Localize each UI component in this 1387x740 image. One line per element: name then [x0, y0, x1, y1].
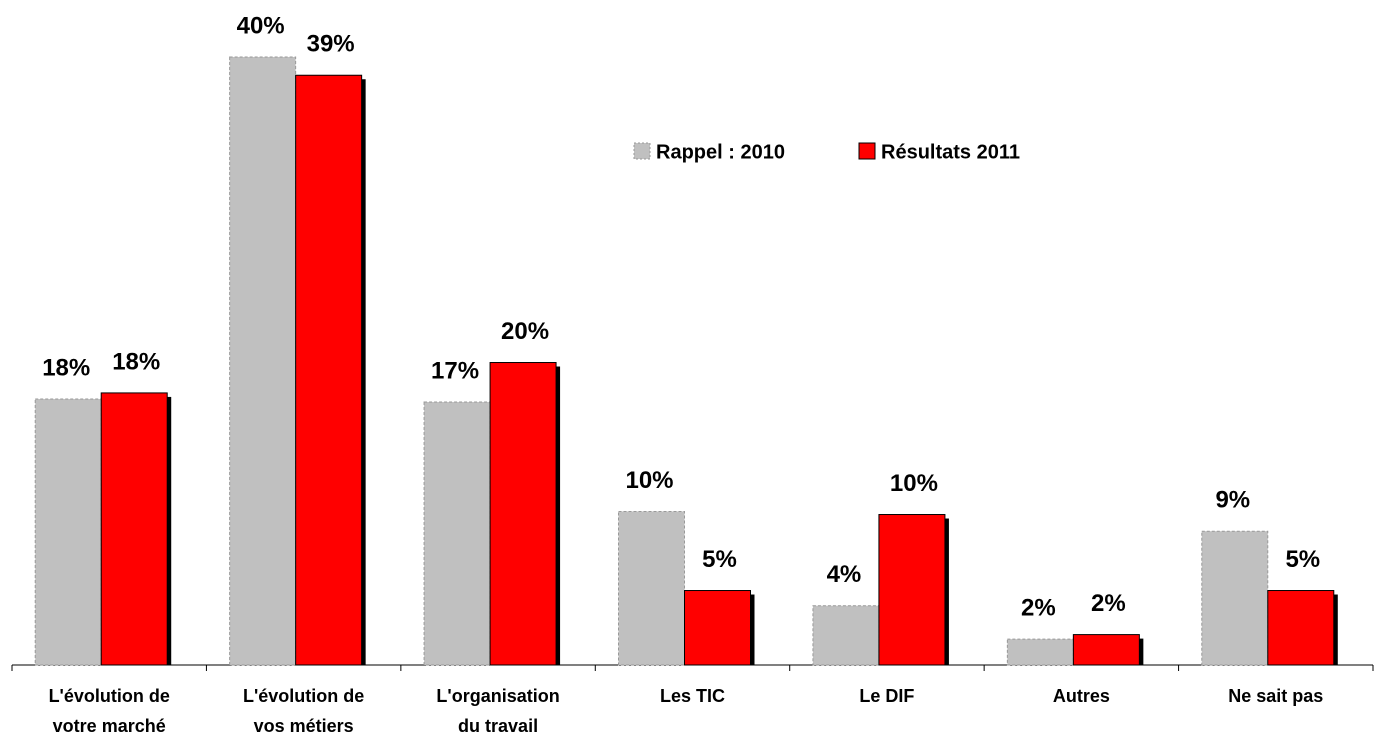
- x-tick-label: vos métiers: [254, 716, 354, 736]
- legend-label: Résultats 2011: [881, 141, 1020, 163]
- value-label: 2%: [1091, 590, 1126, 617]
- x-tick-label: du travail: [458, 716, 538, 736]
- value-label: 39%: [307, 31, 355, 58]
- bar: [878, 514, 946, 666]
- bar: [1072, 634, 1140, 666]
- legend-swatch: [858, 142, 876, 160]
- value-label: 18%: [42, 354, 90, 381]
- bar: [684, 590, 751, 666]
- bar: [229, 56, 297, 666]
- legend-label: Rappel : 2010: [656, 141, 785, 163]
- bar: [812, 605, 880, 666]
- bar: [1201, 530, 1269, 666]
- x-tick-label: L'évolution de: [49, 686, 170, 706]
- value-label: 17%: [431, 357, 479, 384]
- x-tick-label: Ne sait pas: [1228, 686, 1323, 706]
- value-label: 10%: [890, 470, 938, 497]
- bar: [100, 392, 168, 666]
- x-tick-label: Autres: [1053, 686, 1110, 706]
- value-label: 5%: [702, 546, 737, 573]
- value-label: 10%: [625, 467, 673, 494]
- x-tick-label: L'évolution de: [243, 686, 364, 706]
- bar: [489, 362, 557, 666]
- value-label: 2%: [1021, 595, 1056, 622]
- legend-swatch: [633, 142, 651, 160]
- x-tick-label: L'organisation: [436, 686, 559, 706]
- value-label: 20%: [501, 318, 549, 345]
- x-tick-label: votre marché: [53, 716, 166, 736]
- value-label: 9%: [1215, 487, 1250, 514]
- bar: [1006, 638, 1074, 666]
- value-label: 40%: [237, 12, 285, 39]
- value-label: 18%: [112, 348, 160, 375]
- bar: [1267, 590, 1335, 666]
- bar: [295, 74, 363, 666]
- bar: [618, 510, 685, 666]
- bar: [423, 401, 491, 666]
- bar: [34, 398, 102, 666]
- value-label: 4%: [827, 561, 862, 588]
- x-tick-label: Le DIF: [859, 686, 914, 706]
- value-label: 5%: [1285, 546, 1320, 573]
- x-tick-label: Les TIC: [660, 686, 725, 706]
